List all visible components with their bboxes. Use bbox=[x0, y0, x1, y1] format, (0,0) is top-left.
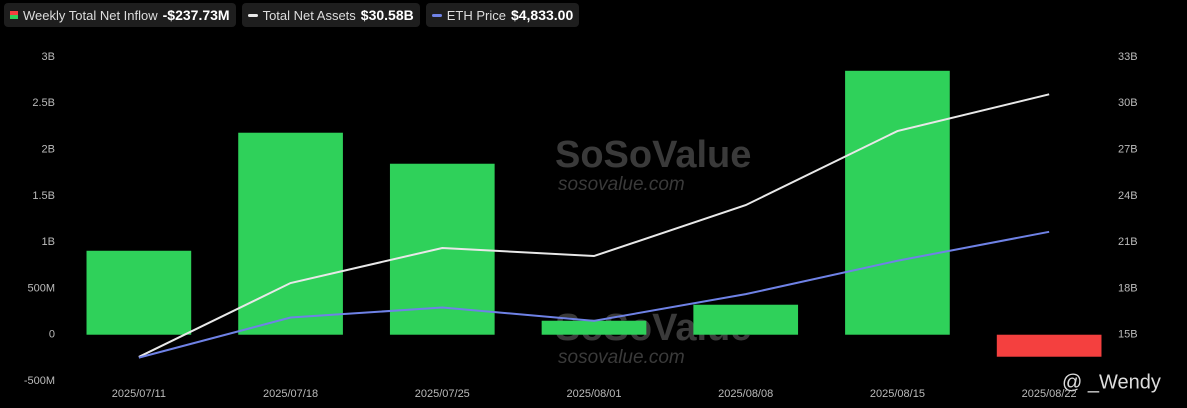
y2-tick-label: 27B bbox=[1118, 143, 1138, 155]
x-tick-label: 2025/07/25 bbox=[415, 388, 470, 400]
bar bbox=[693, 304, 799, 335]
watermark: @ _Wendy bbox=[1062, 371, 1161, 393]
legend-label: Total Net Assets bbox=[262, 7, 356, 23]
legend-item[interactable]: Weekly Total Net Inflow -$237.73M bbox=[4, 3, 236, 27]
y-tick-label: 2B bbox=[42, 143, 55, 155]
legend-swatch bbox=[431, 13, 442, 17]
y-tick-label: 0 bbox=[49, 329, 55, 341]
x-tick-label: 2025/07/11 bbox=[112, 388, 166, 400]
y-tick-label: 500M bbox=[27, 282, 55, 294]
watermark: sosovalue.com bbox=[558, 347, 685, 368]
legend-swatch bbox=[10, 11, 18, 19]
x-tick-label: 2025/08/22 bbox=[1022, 388, 1077, 400]
legend-label: Weekly Total Net Inflow bbox=[23, 7, 158, 23]
legend-item[interactable]: ETH Price $4,833.00 bbox=[425, 3, 580, 27]
legend-value: $4,833.00 bbox=[510, 7, 574, 23]
legend-swatch bbox=[247, 13, 258, 17]
watermark: sosovalue.com bbox=[558, 174, 685, 195]
x-tick-label: 2025/08/08 bbox=[718, 388, 773, 400]
legend-label: ETH Price bbox=[446, 7, 506, 23]
y-tick-label: -500M bbox=[24, 375, 55, 387]
bar bbox=[86, 250, 192, 335]
y-tick-label: 2.5B bbox=[32, 97, 55, 109]
line bbox=[138, 93, 1050, 358]
bar bbox=[541, 320, 647, 335]
x-tick-label: 2025/07/18 bbox=[263, 388, 318, 400]
legend-item[interactable]: Total Net Assets $30.58B bbox=[241, 3, 420, 27]
x-tick-label: 2025/08/15 bbox=[870, 388, 925, 400]
legend-value: $30.58B bbox=[360, 7, 414, 23]
y2-tick-label: 18B bbox=[1118, 282, 1138, 294]
bar bbox=[845, 70, 950, 335]
bar bbox=[996, 334, 1102, 357]
legend: Weekly Total Net Inflow -$237.73M Total … bbox=[4, 3, 580, 27]
y2-tick-label: 30B bbox=[1118, 97, 1138, 109]
bar bbox=[238, 132, 343, 335]
x-tick-label: 2025/08/01 bbox=[566, 388, 621, 400]
y2-tick-label: 24B bbox=[1118, 190, 1138, 202]
y-tick-label: 3B bbox=[42, 51, 55, 63]
y2-tick-label: 21B bbox=[1118, 236, 1138, 248]
y2-tick-label: 15B bbox=[1118, 329, 1138, 341]
y2-tick-label: 33B bbox=[1118, 51, 1138, 63]
watermark: SoSoValue bbox=[555, 134, 751, 176]
legend-value: -$237.73M bbox=[162, 7, 230, 23]
y-tick-label: 1.5B bbox=[32, 190, 55, 202]
y-tick-label: 1B bbox=[42, 236, 55, 248]
line bbox=[138, 230, 1050, 359]
